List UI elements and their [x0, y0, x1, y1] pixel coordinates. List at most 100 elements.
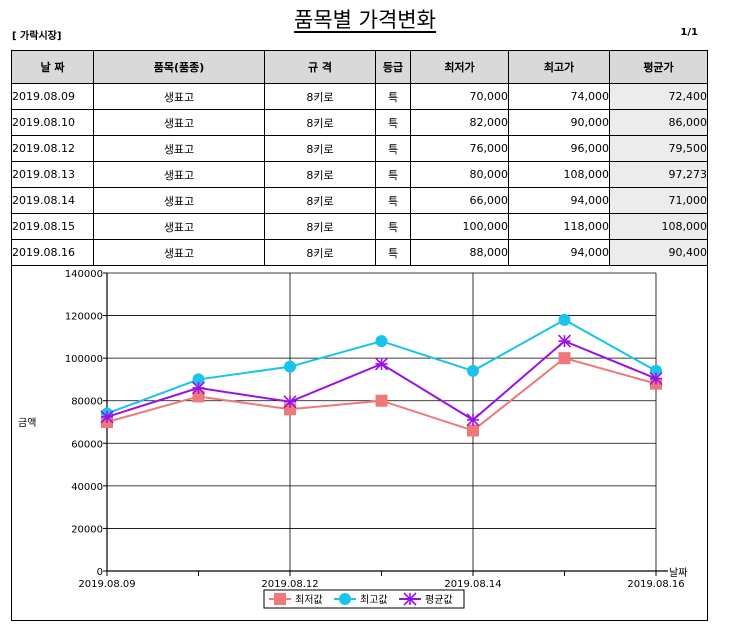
- cell-item: 생표고: [93, 161, 265, 188]
- table-row: 2019.08.16 생표고 8키로 특 88,000 94,000 90,400: [11, 239, 708, 266]
- x-tick-label: 2019.08.14: [444, 579, 501, 590]
- y-axis-title: 금액: [18, 417, 36, 429]
- series-line: [106, 339, 657, 422]
- data-point-square: [274, 593, 286, 605]
- header-max-price: 최고가: [508, 50, 610, 84]
- cell-spec: 8키로: [264, 109, 376, 136]
- data-point-star: [374, 357, 389, 371]
- table-row: 2019.08.09 생표고 8키로 특 70,000 74,000 72,400: [11, 83, 708, 110]
- y-tick-label: 140000: [65, 269, 103, 280]
- cell-grade: 특: [375, 213, 411, 240]
- cell-spec: 8키로: [264, 161, 376, 188]
- market-label: [ 가락시장]: [12, 31, 62, 42]
- data-point-circle: [375, 335, 388, 348]
- cell-date: 2019.08.09: [11, 83, 94, 110]
- y-tick-label: 40000: [71, 482, 103, 493]
- cell-grade: 특: [375, 161, 411, 188]
- cell-spec: 8키로: [264, 239, 376, 266]
- table-row: 2019.08.13 생표고 8키로 특 80,000 108,000 97,273: [11, 161, 708, 188]
- cell-grade: 특: [375, 109, 411, 136]
- price-chart: 0 20000 40000 60000 80000 100000 120000 140000 2…: [11, 265, 708, 621]
- cell-max-price: 90,000: [508, 109, 610, 136]
- data-point-star: [283, 395, 297, 409]
- y-tick-label: 60000: [71, 439, 103, 450]
- legend-label: 최저값: [295, 594, 323, 606]
- table-row: 2019.08.15 생표고 8키로 특 100,000 118,000 108,000: [11, 213, 708, 240]
- header-item: 품목(품종): [93, 50, 265, 84]
- page-title: 품목별 가격변화: [294, 8, 436, 32]
- legend-label: 최고값: [360, 594, 388, 606]
- data-point-square: [192, 390, 205, 403]
- cell-grade: 특: [375, 187, 411, 214]
- cell-min-price: 76,000: [410, 135, 509, 162]
- y-tick-label: 100000: [65, 354, 103, 365]
- data-point-circle: [558, 313, 571, 326]
- legend-label: 평균값: [425, 594, 453, 606]
- cell-grade: 특: [375, 83, 411, 110]
- page-indicator: 1/1: [680, 27, 698, 38]
- data-point-square: [284, 403, 296, 416]
- cell-max-price: 108,000: [508, 161, 610, 188]
- data-point-circle: [650, 364, 662, 377]
- table-row: 2019.08.14 생표고 8키로 특 66,000 94,000 71,000: [11, 187, 708, 214]
- cell-min-price: 82,000: [410, 109, 509, 136]
- cell-item: 생표고: [93, 213, 265, 240]
- cell-avg-price: 90,400: [609, 239, 708, 266]
- data-point-star: [466, 413, 480, 427]
- y-tick-label: 80000: [71, 397, 103, 408]
- cell-grade: 특: [375, 135, 411, 162]
- cell-min-price: 80,000: [410, 161, 509, 188]
- cell-min-price: 66,000: [410, 187, 509, 214]
- cell-item: 생표고: [93, 239, 265, 266]
- cell-avg-price: 72,400: [609, 83, 708, 110]
- cell-max-price: 94,000: [508, 239, 610, 266]
- cell-spec: 8키로: [264, 135, 376, 162]
- cell-item: 생표고: [93, 109, 265, 136]
- x-tick-label: 2019.08.16: [627, 579, 684, 590]
- data-point-circle: [339, 593, 351, 605]
- header-spec: 규 격: [264, 50, 376, 84]
- cell-item: 생표고: [93, 187, 265, 214]
- y-tick-label: 120000: [65, 312, 103, 323]
- cell-date: 2019.08.13: [11, 161, 94, 188]
- data-point-star: [403, 592, 417, 606]
- cell-avg-price: 79,500: [609, 135, 708, 162]
- cell-grade: 특: [375, 239, 411, 266]
- cell-spec: 8키로: [264, 83, 376, 110]
- table-row: 2019.08.10 생표고 8키로 특 82,000 90,000 86,000: [11, 109, 708, 136]
- data-point-circle: [192, 373, 205, 386]
- cell-date: 2019.08.15: [11, 213, 94, 240]
- cell-date: 2019.08.10: [11, 109, 94, 136]
- table-row: 2019.08.12 생표고 8키로 특 76,000 96,000 79,500: [11, 135, 708, 162]
- data-point-square: [375, 394, 388, 407]
- header-avg-price: 평균가: [609, 50, 708, 84]
- data-point-square: [558, 352, 571, 365]
- x-axis-title: 날짜: [669, 567, 687, 579]
- cell-avg-price: 71,000: [609, 187, 708, 214]
- cell-date: 2019.08.14: [11, 187, 94, 214]
- cell-min-price: 88,000: [410, 239, 509, 266]
- cell-item: 생표고: [93, 83, 265, 110]
- y-tick-label: 0: [97, 567, 103, 578]
- data-point-star: [557, 334, 572, 348]
- header-min-price: 최저가: [410, 50, 509, 84]
- table-header-row: 날 짜 품목(품종) 규 격 등급 최저가 최고가 평균가: [11, 50, 708, 84]
- cell-avg-price: 97,273: [609, 161, 708, 188]
- data-point-star: [191, 381, 206, 395]
- cell-max-price: 74,000: [508, 83, 610, 110]
- x-tick-label: 2019.08.09: [78, 579, 135, 590]
- data-point-square: [467, 424, 479, 437]
- cell-date: 2019.08.12: [11, 135, 94, 162]
- price-table: 날 짜 품목(품종) 규 격 등급 최저가 최고가 평균가 2019.08.09…: [11, 50, 708, 266]
- data-point-star: [100, 410, 114, 424]
- cell-spec: 8키로: [264, 187, 376, 214]
- cell-min-price: 100,000: [410, 213, 509, 240]
- x-tick-label: 2019.08.12: [261, 579, 318, 590]
- cell-spec: 8키로: [264, 213, 376, 240]
- cell-min-price: 70,000: [410, 83, 509, 110]
- data-point-circle: [467, 364, 479, 377]
- cell-max-price: 94,000: [508, 187, 610, 214]
- cell-item: 생표고: [93, 135, 265, 162]
- cell-max-price: 118,000: [508, 213, 610, 240]
- chart-svg: 0 20000 40000 60000 80000 100000 120000 140000 2…: [18, 269, 687, 609]
